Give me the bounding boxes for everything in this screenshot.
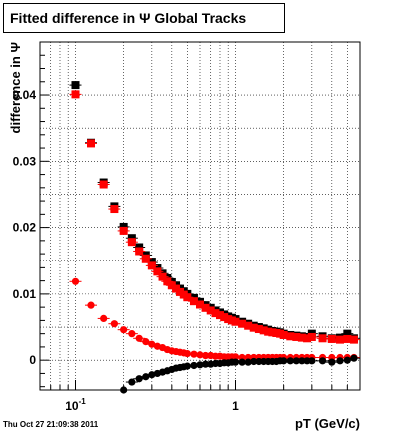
data-point-square [110, 205, 119, 214]
timestamp: Thu Oct 27 21:09:38 2011 [3, 420, 99, 429]
data-point-circle [238, 358, 246, 366]
data-point-circle [196, 361, 204, 369]
data-point-circle [183, 349, 191, 358]
data-point-circle [280, 357, 288, 365]
data-point-circle [135, 375, 143, 383]
data-point-circle [87, 301, 95, 309]
data-point-circle [190, 350, 198, 358]
x-tick-label: 10-1 [65, 397, 86, 413]
data-point-square [327, 334, 336, 343]
y-tick-label: 0 [29, 353, 36, 367]
data-point-square [215, 311, 224, 320]
data-point-square [71, 90, 80, 99]
data-point-square [167, 281, 176, 290]
data-point-square [259, 326, 268, 335]
data-point-square [343, 334, 352, 343]
x-tick-label: 1 [232, 399, 239, 413]
data-point-square [158, 272, 167, 281]
data-point-circle [128, 378, 136, 386]
chart-title: Fitted difference in Ψ Global Tracks [10, 10, 247, 26]
data-point-circle [343, 356, 351, 364]
data-point-square [349, 335, 358, 344]
y-tick-label: 0.04 [13, 88, 37, 102]
data-point-square [141, 254, 150, 263]
data-point-square [231, 317, 240, 326]
data-point-square [292, 332, 301, 341]
data-point-square [211, 309, 220, 318]
data-point-square [297, 333, 306, 342]
data-point-square [343, 329, 352, 338]
data-point-circle [120, 326, 128, 334]
data-point-circle [244, 358, 252, 366]
x-axis-label: pT (GeV/c) [295, 416, 360, 431]
data-point-square [163, 277, 172, 286]
data-point-circle [231, 358, 240, 366]
data-point-square [206, 306, 215, 315]
data-point-square [318, 334, 327, 343]
data-point-square [303, 334, 312, 343]
data-point-circle [328, 358, 336, 366]
data-point-square [201, 303, 210, 312]
data-point-square [87, 139, 96, 148]
data-point-square [196, 300, 204, 309]
data-point-circle [308, 357, 316, 365]
data-point-square [189, 297, 198, 306]
data-point-circle [196, 351, 204, 359]
data-point-circle [128, 330, 136, 338]
data-point-square [264, 327, 273, 336]
data-point-square [238, 319, 247, 328]
data-point-circle [110, 320, 118, 328]
data-point-circle [231, 353, 240, 361]
data-point-square [183, 293, 192, 302]
data-point-square [279, 330, 288, 339]
y-tick-label: 0.03 [13, 154, 37, 168]
data-point-circle [71, 277, 80, 285]
data-point-square [307, 332, 316, 341]
chart-title-box: Fitted difference in Ψ Global Tracks [3, 3, 285, 33]
data-point-circle [100, 314, 108, 323]
data-point-circle [336, 357, 344, 365]
data-point-circle [120, 386, 128, 394]
data-point-square [127, 238, 136, 247]
data-point-circle [135, 334, 143, 342]
data-point-circle [190, 361, 198, 370]
data-point-square [249, 323, 258, 332]
data-point-square [99, 180, 108, 189]
data-point-circle [183, 362, 191, 370]
data-point-square [254, 325, 263, 334]
y-tick-label: 0.01 [13, 287, 37, 301]
data-point-square [135, 247, 144, 256]
data-point-square [153, 267, 162, 276]
y-tick-label: 0.02 [13, 221, 37, 235]
data-point-circle [142, 338, 150, 346]
data-point-square [286, 332, 295, 341]
y-axis-label: difference in Ψ [8, 42, 23, 133]
data-point-circle [286, 357, 294, 365]
data-point-square [336, 335, 345, 344]
data-point-square [147, 261, 156, 270]
data-point-square [244, 321, 253, 330]
data-point-circle [350, 354, 358, 362]
data-point-square [119, 226, 128, 235]
data-point-circle [318, 357, 327, 365]
data-point-square [71, 81, 80, 90]
